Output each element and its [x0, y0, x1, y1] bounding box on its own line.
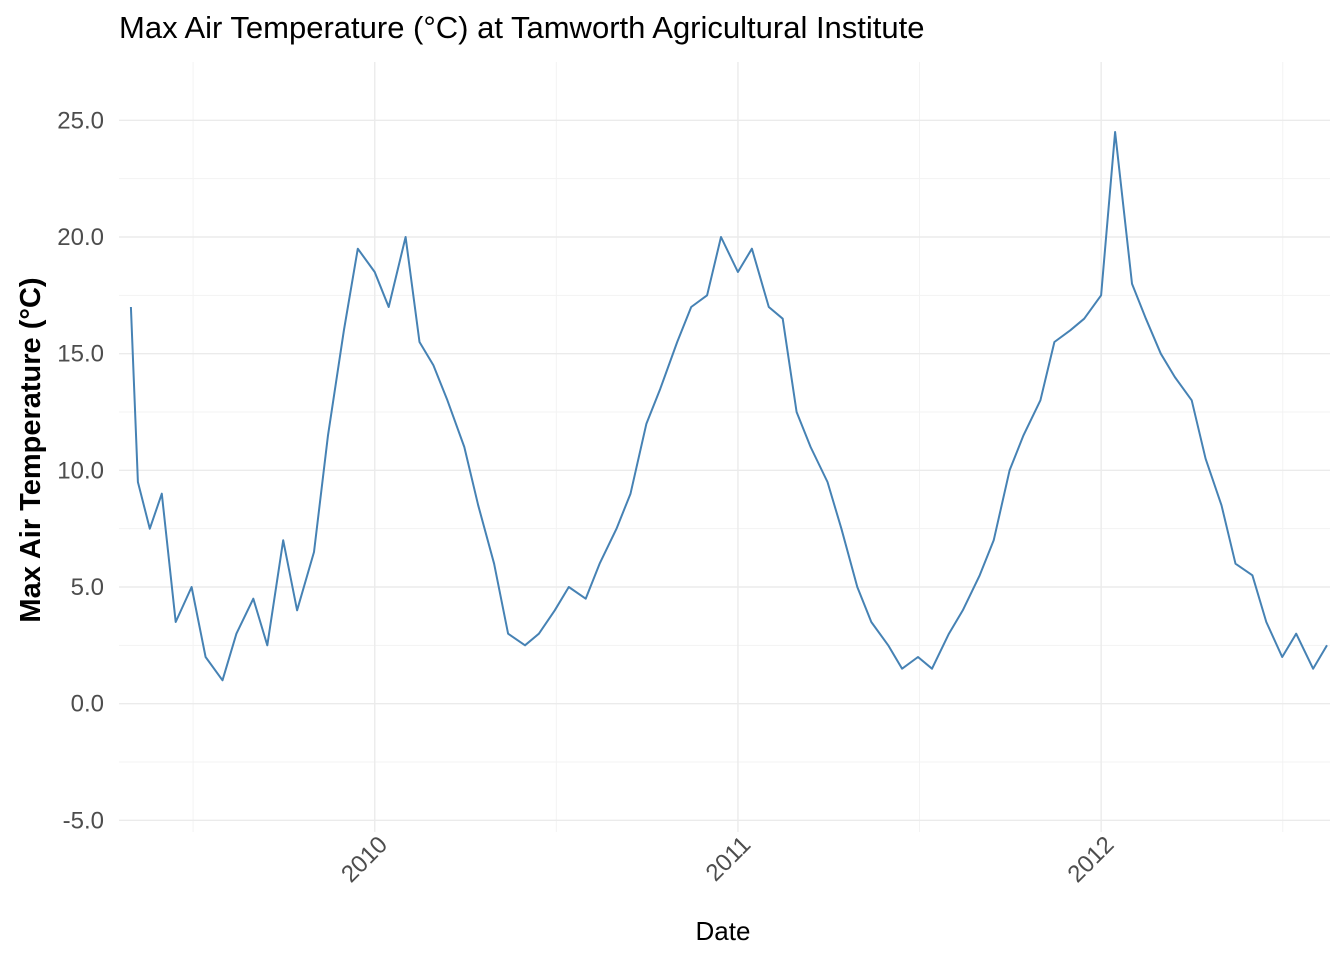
y-tick-label: 20.0	[57, 224, 104, 251]
grid-major	[119, 62, 1330, 832]
x-axis-label: Date	[696, 916, 751, 946]
y-tick-label: 5.0	[71, 574, 104, 601]
series-line	[129, 131, 1328, 682]
x-tick-label: 2012	[1063, 831, 1120, 888]
grid-minor	[119, 62, 1330, 832]
y-axis-ticks: -5.0 0.0 5.0 10.0 15.0 20.0 25.0	[57, 107, 104, 834]
y-tick-label: 25.0	[57, 107, 104, 134]
x-tick-label: 2010	[336, 831, 393, 888]
y-tick-label: 15.0	[57, 341, 104, 368]
x-tick-label: 2011	[701, 831, 757, 887]
series-layer	[129, 131, 1328, 682]
y-tick-label: -5.0	[63, 807, 104, 834]
y-tick-label: 0.0	[71, 691, 104, 718]
y-tick-label: 10.0	[57, 457, 104, 484]
chart-title: Max Air Temperature (°C) at Tamworth Agr…	[119, 10, 925, 45]
y-axis-label: Max Air Temperature (°C)	[15, 277, 47, 622]
x-axis-ticks: 2010 2011 2012	[336, 831, 1119, 888]
